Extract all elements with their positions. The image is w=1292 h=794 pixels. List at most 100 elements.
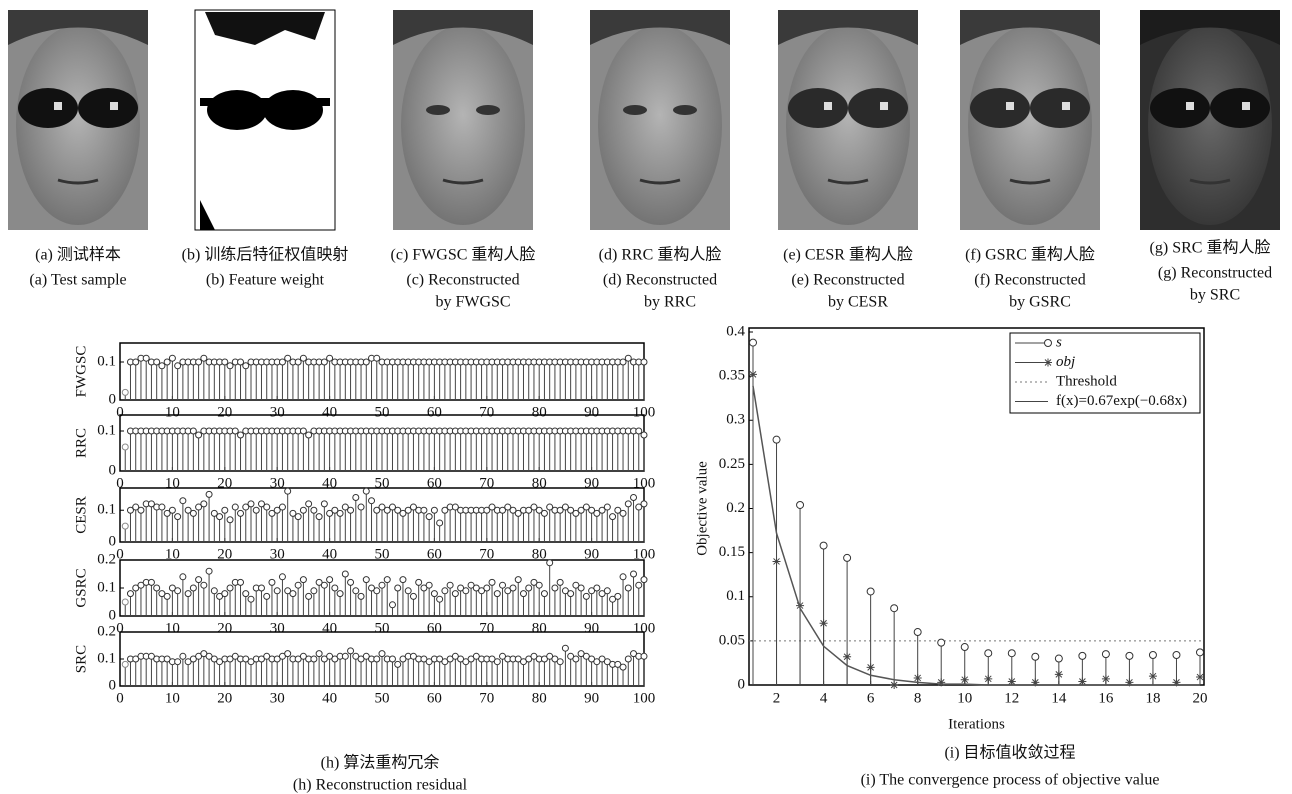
y-tick-label: 0.4 [726, 323, 745, 339]
stem-marker [641, 577, 647, 583]
lens [1030, 88, 1090, 128]
stem-marker [190, 585, 196, 591]
stem-marker [1055, 655, 1062, 662]
stem-marker [175, 659, 181, 665]
caption: (i) The convergence process of objective… [861, 772, 1160, 789]
stem-marker [337, 591, 343, 597]
stem-marker [353, 588, 359, 594]
mask-lens [207, 90, 267, 130]
stem-marker [625, 585, 631, 591]
caption: by FWGSC [435, 294, 510, 311]
stem-marker [426, 582, 432, 588]
stem-marker [180, 498, 186, 504]
stem-marker [568, 591, 574, 597]
legend-label: s [1056, 334, 1062, 350]
y-tick-label: 0 [109, 533, 117, 549]
lens-glint [880, 102, 888, 110]
fit-curve [753, 386, 1200, 685]
stem-marker [201, 501, 207, 507]
stem-marker [222, 507, 228, 513]
stem-marker [227, 585, 233, 591]
stem-marker [369, 498, 375, 504]
eye [673, 105, 697, 115]
stem-marker [520, 591, 526, 597]
x-tick-label: 60 [427, 475, 442, 491]
stem-marker [264, 504, 270, 510]
stem-marker [122, 523, 128, 529]
stem-marker [631, 495, 637, 501]
x-tick-label: 18 [1145, 690, 1160, 706]
stem-marker [937, 678, 945, 686]
stem-marker [190, 510, 196, 516]
legend-label: f(x)=0.67exp(−0.68x) [1056, 393, 1187, 409]
stem-marker [797, 501, 804, 508]
stem-marker [437, 596, 443, 602]
x-tick-label: 40 [322, 404, 337, 420]
stem-marker [452, 591, 458, 597]
face [8, 10, 148, 230]
stem-marker [348, 579, 354, 585]
stem-marker [148, 579, 154, 585]
y-tick-label: 0 [109, 391, 117, 407]
y-tick-label: 0 [109, 607, 117, 623]
stem-marker [180, 653, 186, 659]
stem-marker [594, 585, 600, 591]
stem-marker [526, 585, 532, 591]
face [393, 10, 533, 230]
stem-marker [405, 588, 411, 594]
lens [1210, 88, 1270, 128]
x-tick-label: 30 [270, 404, 285, 420]
stem-marker [190, 428, 196, 434]
stem-marker [938, 639, 945, 646]
x-tick-label: 20 [1193, 690, 1208, 706]
stem-marker [196, 577, 202, 583]
stem-marker [300, 428, 306, 434]
stem-marker [311, 656, 317, 662]
stem-marker [196, 432, 202, 438]
stem-marker [1126, 652, 1133, 659]
lens-glint [1242, 102, 1250, 110]
stem-marker [557, 659, 563, 665]
stem-marker [890, 681, 898, 689]
stem-marker [306, 432, 312, 438]
x-tick-label: 20 [217, 620, 232, 636]
stem-marker [578, 585, 584, 591]
stem-marker [138, 507, 144, 513]
y-axis-label: FWGSC [73, 346, 89, 398]
y-tick-label: 0.1 [97, 422, 116, 438]
stem-marker [264, 593, 270, 599]
x-tick-label: 80 [532, 620, 547, 636]
stem-marker [384, 577, 390, 583]
stem-marker [258, 585, 264, 591]
stem-marker [625, 501, 631, 507]
y-tick-label: 0.2 [97, 551, 116, 567]
stem-marker [961, 644, 968, 651]
stem-marker [321, 359, 327, 365]
stem-marker [222, 591, 228, 597]
stem-marker [379, 651, 385, 657]
stem-marker [295, 582, 301, 588]
caption: (e) Reconstructed [791, 272, 904, 289]
page: {"figures":[ {"cn":"(a) 测试样本","en":["(a)… [0, 0, 1292, 794]
x-tick-label: 30 [270, 620, 285, 636]
stem-marker [389, 656, 395, 662]
x-tick-label: 60 [427, 690, 442, 706]
y-tick-label: 0.25 [719, 456, 745, 472]
x-tick-label: 10 [957, 690, 972, 706]
x-tick-label: 50 [375, 690, 390, 706]
lens [78, 88, 138, 128]
mask-lens [263, 90, 323, 130]
stem-marker [620, 510, 626, 516]
y-tick-label: 0.2 [97, 623, 116, 639]
stem-marker [843, 653, 851, 661]
stem-marker [164, 359, 170, 365]
x-tick-label: 30 [270, 690, 285, 706]
x-tick-label: 20 [217, 475, 232, 491]
stem-marker [159, 504, 165, 510]
lens-glint [54, 102, 62, 110]
x-tick-label: 40 [322, 475, 337, 491]
y-tick-label: 0.1 [97, 579, 116, 595]
stem-marker [154, 585, 160, 591]
lens [18, 88, 78, 128]
x-tick-label: 70 [479, 404, 494, 420]
